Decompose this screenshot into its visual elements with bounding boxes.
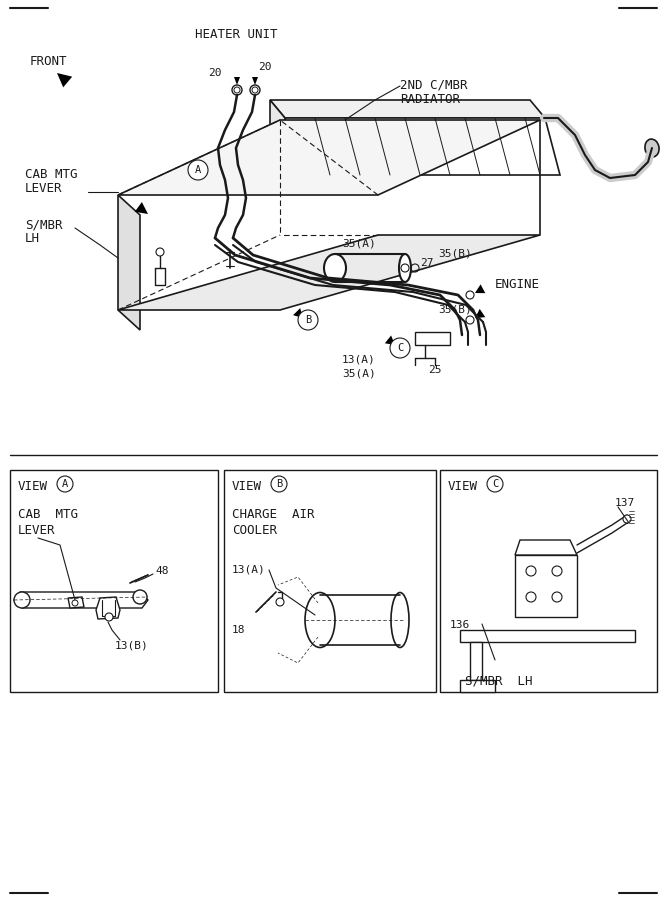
- Circle shape: [487, 476, 503, 492]
- Text: VIEW: VIEW: [232, 480, 262, 493]
- Circle shape: [466, 316, 474, 324]
- Polygon shape: [135, 202, 148, 214]
- Text: CHARGE  AIR: CHARGE AIR: [232, 508, 315, 521]
- Text: HEATER UNIT: HEATER UNIT: [195, 28, 277, 41]
- Polygon shape: [475, 284, 486, 293]
- Text: 48: 48: [155, 566, 169, 576]
- Text: 35(A): 35(A): [342, 368, 376, 378]
- Circle shape: [526, 566, 536, 576]
- Text: FRONT: FRONT: [30, 55, 67, 68]
- Polygon shape: [118, 235, 540, 310]
- Circle shape: [271, 476, 287, 492]
- Text: C: C: [492, 479, 498, 489]
- Text: 137: 137: [615, 498, 635, 508]
- Polygon shape: [118, 195, 140, 330]
- Circle shape: [552, 566, 562, 576]
- Text: B: B: [305, 315, 311, 325]
- Polygon shape: [285, 118, 560, 175]
- Ellipse shape: [399, 254, 411, 282]
- Polygon shape: [234, 77, 240, 85]
- Polygon shape: [293, 308, 303, 318]
- Text: 136: 136: [450, 620, 470, 630]
- Circle shape: [72, 600, 78, 606]
- Text: C: C: [397, 343, 403, 353]
- Ellipse shape: [391, 592, 409, 647]
- Text: S/MBR: S/MBR: [25, 218, 63, 231]
- Text: LH: LH: [25, 232, 40, 245]
- Circle shape: [390, 338, 410, 358]
- Circle shape: [250, 85, 260, 95]
- Text: 20: 20: [258, 62, 271, 72]
- Text: 35(A): 35(A): [342, 238, 376, 248]
- Polygon shape: [14, 592, 148, 608]
- Text: VIEW: VIEW: [18, 480, 48, 493]
- Circle shape: [252, 87, 258, 93]
- Circle shape: [156, 248, 164, 256]
- Polygon shape: [515, 555, 577, 617]
- Text: B: B: [276, 479, 282, 489]
- Text: S/MBR  LH: S/MBR LH: [465, 675, 532, 688]
- Polygon shape: [470, 642, 482, 680]
- Text: A: A: [195, 165, 201, 175]
- Bar: [440, 470, 657, 692]
- Circle shape: [14, 592, 30, 608]
- Ellipse shape: [645, 140, 659, 157]
- Text: LEVER: LEVER: [25, 182, 63, 195]
- Ellipse shape: [305, 592, 335, 647]
- Polygon shape: [96, 597, 120, 619]
- Text: 20: 20: [208, 68, 221, 78]
- Text: 25: 25: [428, 365, 442, 375]
- Ellipse shape: [324, 254, 346, 282]
- Polygon shape: [270, 100, 545, 118]
- Circle shape: [466, 291, 474, 299]
- Polygon shape: [385, 336, 395, 345]
- Text: CAB  MTG: CAB MTG: [18, 508, 78, 521]
- Text: CAB MTG: CAB MTG: [25, 168, 77, 181]
- Circle shape: [552, 592, 562, 602]
- Text: 27: 27: [420, 258, 434, 268]
- Polygon shape: [270, 100, 285, 175]
- Polygon shape: [415, 332, 450, 345]
- Bar: [10, 470, 218, 692]
- Circle shape: [105, 613, 113, 621]
- Text: LEVER: LEVER: [18, 524, 55, 537]
- Circle shape: [188, 160, 208, 180]
- Circle shape: [623, 515, 631, 523]
- Circle shape: [526, 592, 536, 602]
- Text: 35(B): 35(B): [438, 305, 472, 315]
- Polygon shape: [475, 309, 486, 318]
- Polygon shape: [118, 120, 540, 195]
- Polygon shape: [460, 630, 635, 642]
- Text: 13(A): 13(A): [232, 565, 265, 575]
- Text: 2ND C/MBR: 2ND C/MBR: [400, 78, 468, 91]
- Polygon shape: [252, 77, 258, 85]
- Text: 35(B): 35(B): [438, 248, 472, 258]
- Text: 13(B): 13(B): [115, 640, 149, 650]
- Polygon shape: [57, 73, 72, 87]
- Polygon shape: [460, 680, 495, 692]
- Polygon shape: [68, 597, 84, 608]
- Text: RADIATOR: RADIATOR: [400, 93, 460, 106]
- Text: VIEW: VIEW: [448, 480, 478, 493]
- Bar: [224, 470, 436, 692]
- Text: ENGINE: ENGINE: [495, 278, 540, 291]
- Text: A: A: [62, 479, 68, 489]
- Text: 13(A): 13(A): [342, 355, 376, 365]
- Circle shape: [276, 598, 284, 606]
- Circle shape: [298, 310, 318, 330]
- Text: COOLER: COOLER: [232, 524, 277, 537]
- Circle shape: [232, 85, 242, 95]
- Circle shape: [133, 590, 147, 604]
- Circle shape: [57, 476, 73, 492]
- Text: 18: 18: [232, 625, 245, 635]
- Polygon shape: [515, 540, 577, 555]
- Circle shape: [234, 87, 240, 93]
